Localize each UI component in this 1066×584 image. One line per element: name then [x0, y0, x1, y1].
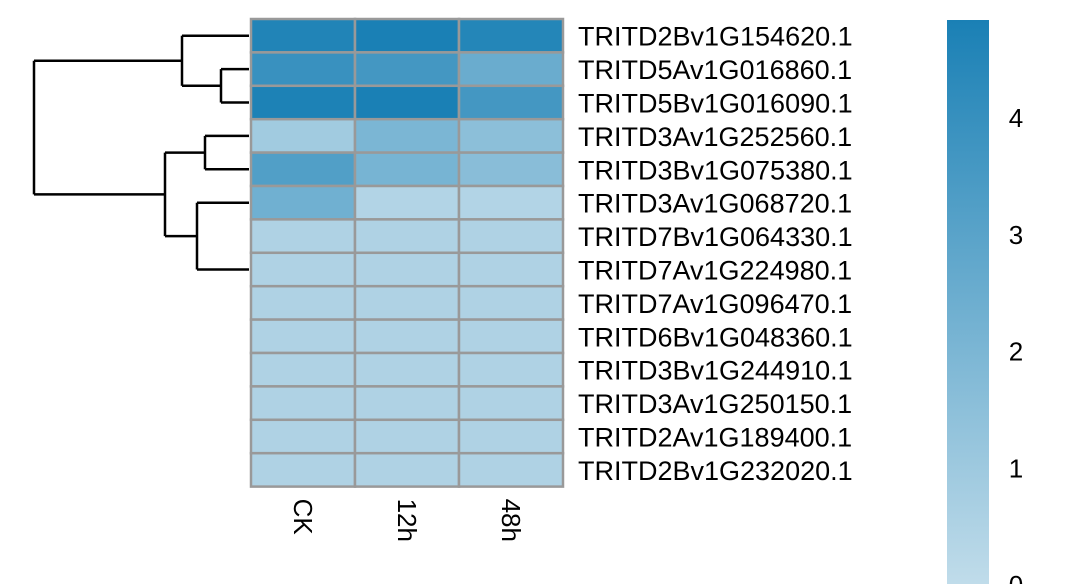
heatmap-cell — [249, 418, 357, 455]
row-label: TRITD3Av1G252560.1 — [578, 122, 852, 152]
heatmap-cell — [353, 151, 461, 188]
heatmap-cell — [249, 284, 357, 321]
column-label: CK — [288, 499, 318, 536]
legend-color-bar — [947, 20, 989, 584]
row-label: TRITD2Bv1G232020.1 — [578, 456, 853, 486]
row-label: TRITD6Bv1G048360.1 — [578, 322, 853, 352]
column-label: 12h — [392, 499, 422, 542]
heatmap-cell — [353, 385, 461, 422]
heatmap-cells — [249, 17, 565, 488]
heatmap-cell — [457, 451, 565, 488]
heatmap-cell — [457, 284, 565, 321]
heatmap-cell — [249, 451, 357, 488]
row-label: TRITD5Av1G016860.1 — [578, 55, 852, 85]
row-label: TRITD3Av1G068720.1 — [578, 189, 852, 219]
legend-tick-label: 0 — [1009, 570, 1023, 584]
row-label: TRITD3Av1G250150.1 — [578, 389, 852, 419]
heatmap-cell — [353, 284, 461, 321]
row-label: TRITD7Av1G096470.1 — [578, 289, 852, 319]
heatmap-cell — [353, 251, 461, 288]
heatmap-cell — [457, 151, 565, 188]
heatmap-cell — [249, 184, 357, 221]
heatmap-cell — [249, 351, 357, 388]
legend-tick-label: 2 — [1009, 337, 1023, 367]
heatmap-cell — [457, 351, 565, 388]
row-label: TRITD2Bv1G154620.1 — [578, 22, 853, 52]
heatmap-cell — [249, 51, 357, 88]
heatmap-cell — [457, 84, 565, 121]
heatmap-cell — [249, 251, 357, 288]
row-label: TRITD2Av1G189400.1 — [578, 423, 852, 453]
color-legend: 0 1 2 3 4 — [947, 20, 1023, 584]
heatmap-cell — [249, 84, 357, 121]
row-label: TRITD7Av1G224980.1 — [578, 256, 852, 286]
row-label: TRITD7Bv1G064330.1 — [578, 222, 853, 252]
heatmap-cell — [249, 385, 357, 422]
row-dendrogram — [32, 34, 249, 271]
heatmap-cell — [249, 151, 357, 188]
heatmap-cell — [353, 351, 461, 388]
heatmap-cell — [457, 385, 565, 422]
row-label: TRITD3Bv1G244910.1 — [578, 356, 853, 386]
heatmap-cell — [353, 17, 461, 54]
row-label: TRITD3Bv1G075380.1 — [578, 155, 853, 185]
heatmap-cell — [457, 318, 565, 355]
heatmap-cell — [353, 418, 461, 455]
heatmap-cell — [353, 218, 461, 255]
heatmap-cell — [457, 184, 565, 221]
legend-tick-label: 3 — [1009, 220, 1023, 250]
heatmap-cell — [249, 318, 357, 355]
heatmap-cell — [457, 218, 565, 255]
heatmap-cell — [249, 218, 357, 255]
row-label: TRITD5Bv1G016090.1 — [578, 89, 853, 119]
heatmap-cell — [457, 51, 565, 88]
heatmap-cell — [353, 84, 461, 121]
heatmap-cell — [353, 184, 461, 221]
heatmap-cell — [353, 117, 461, 154]
column-label: 48h — [496, 499, 526, 542]
column-labels: CK 12h 48h — [288, 499, 526, 542]
heatmap-cell — [353, 451, 461, 488]
heatmap-cell — [457, 418, 565, 455]
heatmap-cell — [249, 117, 357, 154]
heatmap-cell — [457, 17, 565, 54]
legend-tick-label: 1 — [1009, 453, 1023, 483]
legend-tick-label: 4 — [1009, 103, 1023, 133]
heatmap-cell — [353, 51, 461, 88]
heatmap-cell — [249, 17, 357, 54]
heatmap-cell — [457, 117, 565, 154]
heatmap-cell — [457, 251, 565, 288]
legend-ticks: 0 1 2 3 4 — [1009, 103, 1023, 584]
heatmap-cell — [353, 318, 461, 355]
